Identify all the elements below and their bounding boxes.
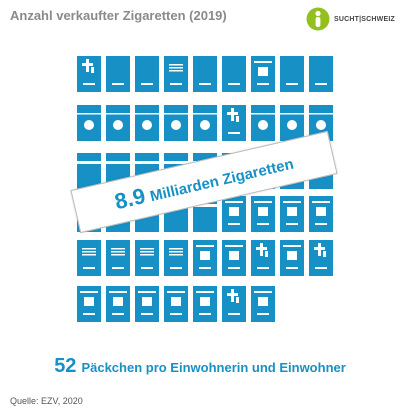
cigarette-pack-window (222, 196, 246, 232)
cigarette-pack-circle (251, 105, 275, 141)
total-cigarettes-value: 8.9 (112, 182, 148, 215)
cigarette-pack-window (164, 286, 188, 322)
cigarette-pack-circle (309, 105, 333, 141)
cigarette-pack-circle (135, 105, 159, 141)
cigarette-pack-window (251, 196, 275, 232)
cigarette-pack-window (280, 240, 304, 276)
cigarette-pack-window (251, 286, 275, 322)
cigarette-pack-stripes (164, 56, 188, 92)
cigarette-pack-window (309, 196, 333, 232)
cigarette-pack-window (77, 286, 101, 322)
logo-text: SUCHT|SCHWEIZ (334, 15, 395, 23)
cigarette-pack-window (193, 286, 217, 322)
cigarette-pack-window (280, 196, 304, 232)
cigarette-pack-cross (309, 240, 333, 276)
cigarette-pack-stripes (77, 240, 101, 276)
packs-per-inhabitant: 52 Päckchen pro Einwohnerin und Einwohne… (0, 355, 400, 378)
cigarette-pack-cross (251, 240, 275, 276)
sucht-schweiz-logo: SUCHT|SCHWEIZ (306, 7, 395, 31)
source-note: Quelle: EZV, 2020 (10, 396, 83, 406)
cigarette-pack-line (106, 56, 130, 92)
cigarette-pack-circle (164, 105, 188, 141)
cigarette-pack-window (251, 56, 275, 92)
cigarette-pack-circle (106, 105, 130, 141)
cigarette-pack-line (280, 56, 304, 92)
cigarette-pack-window (222, 240, 246, 276)
cigarette-pack-stripes (106, 240, 130, 276)
cigarette-pack-line (193, 56, 217, 92)
cigarette-pack-window (135, 286, 159, 322)
cigarette-pack-cross (77, 56, 101, 92)
cigarette-pack-cross (222, 105, 246, 141)
packs-per-inhabitant-label: Päckchen pro Einwohnerin und Einwohner (81, 360, 346, 375)
cigarette-pack-circle (77, 105, 101, 141)
chart-title: Anzahl verkaufter Zigaretten (2019) (10, 8, 227, 23)
cigarette-pack-window (193, 240, 217, 276)
cigarette-pack-circle (280, 105, 304, 141)
cigarette-pack-line (309, 56, 333, 92)
packs-per-inhabitant-value: 52 (54, 355, 77, 377)
cigarette-pack-stripes (135, 240, 159, 276)
cigarette-pack-cross (222, 286, 246, 322)
cigarette-pack-circle (193, 105, 217, 141)
cigarette-pack-line (222, 56, 246, 92)
cigarette-pack-line (135, 56, 159, 92)
cigarette-pack-window (106, 286, 130, 322)
logo-mark-icon (306, 7, 330, 31)
cigarette-pack-stripes (164, 240, 188, 276)
